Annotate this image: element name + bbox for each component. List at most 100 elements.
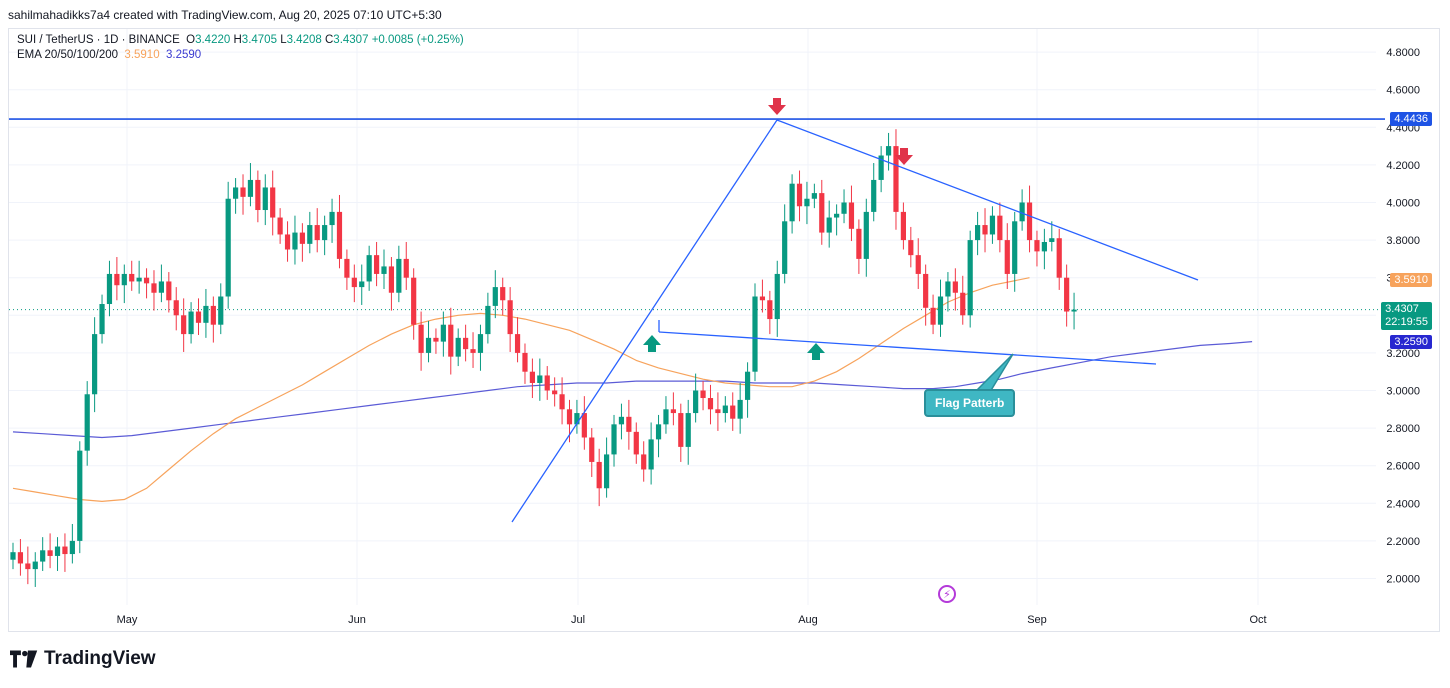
candle-down <box>388 266 395 293</box>
y-tick-label: 2.2000 <box>1386 536 1420 548</box>
candle-down <box>129 273 135 282</box>
sell-arrow-icon <box>768 98 786 115</box>
candle-up <box>455 337 461 357</box>
candle-up <box>834 213 840 218</box>
ema-label[interactable]: EMA 20/50/100/200 <box>17 49 119 61</box>
candle-down <box>514 334 521 353</box>
candle-down <box>626 416 632 432</box>
candle-up <box>975 225 981 241</box>
chart-frame <box>8 28 1440 632</box>
y-tick-label: 3.2000 <box>1386 348 1420 360</box>
flagpole-line <box>511 119 778 523</box>
candle-down <box>500 287 506 301</box>
candle-up <box>106 273 113 305</box>
candle-down <box>715 409 721 414</box>
candle-down <box>900 211 906 241</box>
flag-lower-trendline <box>658 331 1157 365</box>
candle-down <box>960 292 966 316</box>
candle-up <box>477 334 484 353</box>
candle-down <box>114 273 120 286</box>
candle-down <box>433 337 439 342</box>
candle-down <box>470 349 476 353</box>
candle-up <box>188 311 194 335</box>
candle-up <box>611 424 617 455</box>
candle-up <box>32 561 38 570</box>
candle-down <box>62 546 68 555</box>
candle-down <box>166 281 172 301</box>
candle-up <box>618 416 625 425</box>
candle-up <box>574 413 580 425</box>
candle-down <box>1064 277 1070 312</box>
candle-up <box>871 179 877 212</box>
candle-down <box>529 371 535 383</box>
candle-up <box>1071 309 1077 312</box>
candle-down <box>908 240 914 256</box>
candle-down <box>581 413 587 438</box>
candle-up <box>604 454 610 489</box>
lightning-icon[interactable]: ⚡ <box>938 585 956 603</box>
candle-up <box>136 277 142 282</box>
candle-up <box>292 232 298 250</box>
candle-up <box>262 187 268 211</box>
x-tick-label: Oct <box>1249 614 1266 626</box>
low-label: L <box>280 34 287 46</box>
high-label: H <box>233 34 242 46</box>
candle-up <box>945 281 951 297</box>
candle-up <box>84 394 90 451</box>
candle-up <box>307 225 313 244</box>
candle-up <box>841 202 847 214</box>
candle-up <box>693 390 699 414</box>
candle-down <box>143 277 150 284</box>
low-value: 3.4208 <box>286 34 322 46</box>
candle-down <box>240 187 246 197</box>
flag-upper-trendline <box>776 119 1199 281</box>
candle-up <box>1019 202 1025 222</box>
candle-up <box>158 281 164 293</box>
candle-down <box>210 305 216 325</box>
symbol-label[interactable]: SUI / TetherUS · 1D · BINANCE <box>17 34 180 46</box>
candle-up <box>492 287 498 306</box>
candle-down <box>336 211 343 259</box>
candle-up <box>425 337 432 353</box>
candle-up <box>774 273 780 320</box>
candle-down <box>848 202 855 229</box>
last-price-value: 3.4307 <box>1385 303 1419 315</box>
countdown-value: 22:19:55 <box>1385 316 1428 328</box>
candle-down <box>344 258 350 278</box>
candle-up <box>878 155 884 180</box>
candle-down <box>373 255 380 274</box>
tradingview-footer[interactable]: TradingView <box>10 648 156 670</box>
x-tick-label: Jul <box>571 614 585 626</box>
candle-up <box>826 217 832 233</box>
flag-pattern-callout[interactable]: Flag Patterb <box>924 389 1016 417</box>
open-value: 3.4220 <box>195 34 231 46</box>
close-label: C <box>324 34 334 46</box>
candle-up <box>77 450 83 541</box>
candle-down <box>351 277 357 288</box>
buy-arrow-icon <box>807 343 825 360</box>
candle-up <box>1049 238 1055 242</box>
candle-down <box>284 234 291 250</box>
ema200-line <box>12 341 1253 439</box>
sell-arrow-icon <box>895 148 913 165</box>
ema50-line <box>12 277 1030 503</box>
candle-up <box>440 324 446 342</box>
candle-down <box>552 390 558 395</box>
y-tick-label: 2.6000 <box>1386 461 1420 473</box>
candle-up <box>863 211 869 259</box>
open-label: O <box>186 34 196 46</box>
candle-down <box>670 409 676 414</box>
candle-down <box>1056 238 1062 278</box>
candle-down <box>641 454 647 470</box>
candle-up <box>967 240 973 316</box>
y-tick-label: 4.6000 <box>1386 85 1420 97</box>
candle-down <box>633 431 639 455</box>
candle-down <box>47 550 53 556</box>
candle-down <box>796 183 803 207</box>
candle-down <box>759 296 766 301</box>
candle-down <box>767 300 773 320</box>
candle-up <box>69 540 75 555</box>
ema200-price-tag: 3.2590 <box>1390 335 1432 349</box>
candle-down <box>195 311 202 323</box>
